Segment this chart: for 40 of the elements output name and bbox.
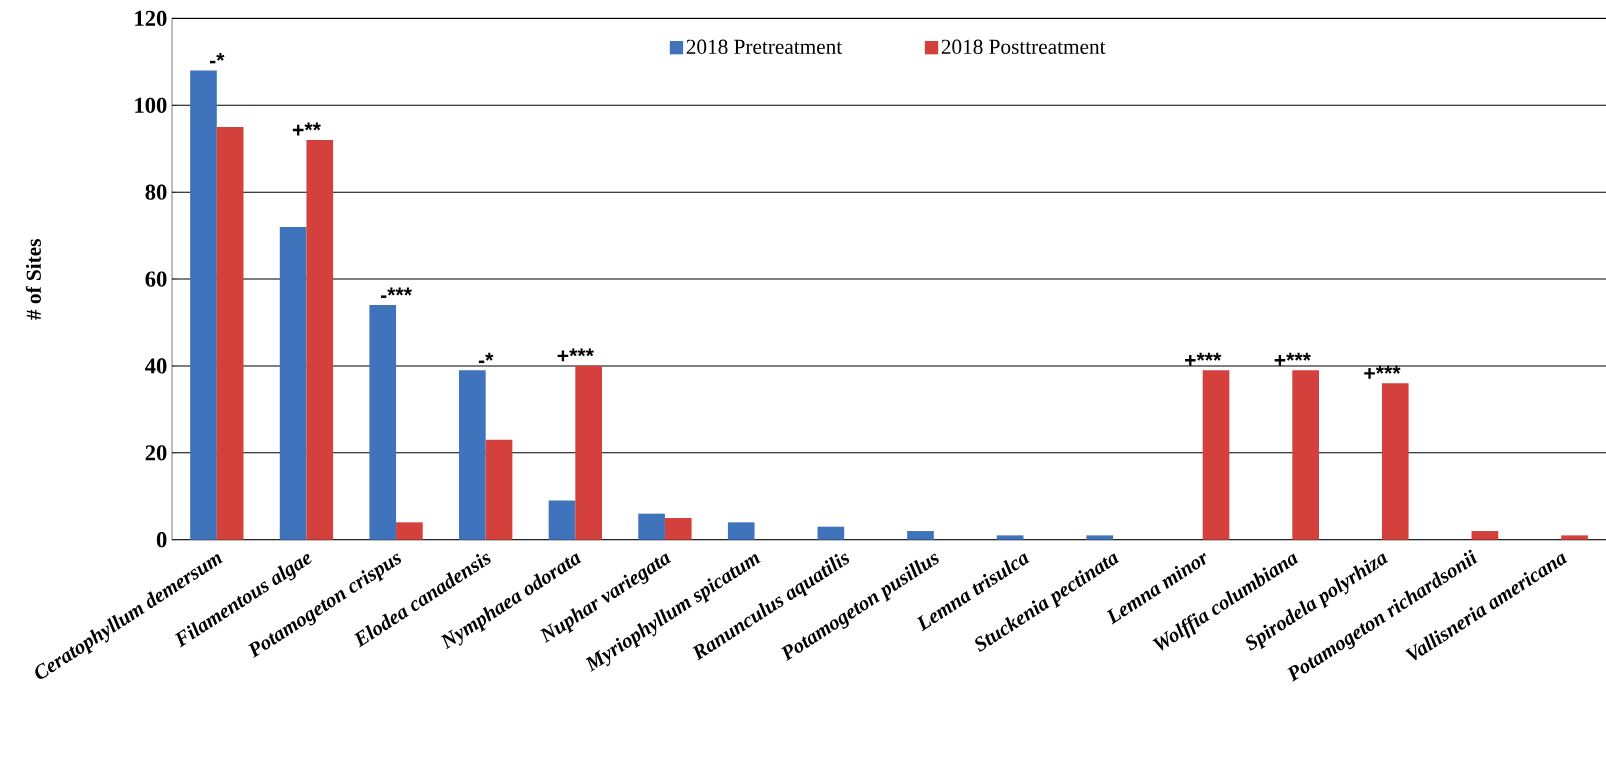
bar	[1086, 535, 1114, 540]
bar	[575, 365, 602, 540]
annotation: +***	[557, 348, 594, 362]
bar	[459, 370, 486, 540]
y-tick-label: 60	[145, 271, 167, 287]
annotation: -*	[478, 352, 494, 364]
annotation: +***	[1184, 352, 1222, 366]
bar	[1561, 535, 1588, 540]
bar	[996, 535, 1024, 540]
legend-label: 2018 Posttreatment	[941, 39, 1106, 54]
bar	[190, 70, 217, 540]
bar	[1471, 531, 1499, 540]
annotation: +**	[292, 122, 321, 136]
bar	[727, 522, 755, 540]
bar	[907, 531, 934, 540]
y-tick-label: 80	[145, 184, 167, 200]
y-axis-title: # of Sites	[25, 239, 41, 320]
bar	[664, 517, 692, 540]
bar	[1381, 383, 1409, 540]
bar	[1292, 370, 1319, 540]
legend-label: 2018 Pretreatment	[686, 39, 843, 54]
bar	[279, 226, 307, 540]
y-tick-label: 120	[135, 10, 167, 27]
bar	[1202, 370, 1230, 540]
y-tick-label: 100	[135, 97, 167, 113]
bar	[485, 439, 513, 540]
bar	[638, 513, 665, 540]
annotation: +***	[1274, 352, 1311, 366]
bar	[548, 500, 576, 540]
bar	[369, 305, 397, 540]
bar	[306, 140, 334, 540]
bar	[817, 526, 845, 540]
y-tick-label: 40	[145, 358, 167, 374]
annotation: +***	[1364, 365, 1401, 379]
annotation: -***	[380, 287, 412, 298]
bar	[396, 522, 423, 540]
bar	[216, 126, 244, 540]
annotation: -*	[209, 52, 225, 64]
y-tick-label: 20	[145, 445, 167, 461]
y-tick-label: 0	[156, 532, 167, 548]
